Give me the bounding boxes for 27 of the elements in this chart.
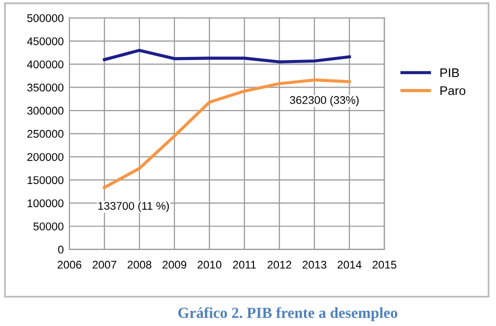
x-tick-label: 2015 bbox=[372, 260, 396, 269]
y-tick-label: 500000 bbox=[27, 14, 64, 22]
y-tick-label: 400000 bbox=[27, 60, 64, 68]
y-tick-label: 150000 bbox=[28, 176, 64, 184]
x-tick-label: 2007 bbox=[92, 260, 116, 269]
legend-label: Paro bbox=[440, 86, 466, 96]
annotation: 133700 (11 %) bbox=[98, 202, 169, 212]
x-tick-label: 2012 bbox=[268, 260, 292, 269]
y-tick-label: 200000 bbox=[27, 153, 64, 161]
x-tick-label: 2011 bbox=[233, 260, 256, 269]
text: Gráfico 2. PIB frente a desempleo bbox=[178, 307, 398, 322]
annotation: 362300 (33%) bbox=[290, 96, 359, 106]
x-tick-label: 2010 bbox=[198, 260, 222, 269]
y-tick-label: 350000 bbox=[27, 84, 64, 92]
legend-label: PIB bbox=[440, 68, 459, 78]
x-tick-label: 2006 bbox=[58, 260, 82, 269]
x-tick-label: 2009 bbox=[162, 260, 186, 269]
y-tick-label: 50000 bbox=[33, 222, 64, 230]
x-tick-label: 2013 bbox=[302, 260, 326, 269]
y-tick-label: 300000 bbox=[27, 106, 64, 115]
y-tick-label: 250000 bbox=[27, 130, 64, 138]
y-tick-label: 450000 bbox=[27, 37, 64, 46]
x-tick-label: 2008 bbox=[128, 260, 152, 269]
line-series bbox=[102, 48, 351, 64]
y-tick-label: 0 bbox=[58, 246, 64, 254]
y-tick-label: 100000 bbox=[28, 199, 64, 208]
x-tick-label: 2014 bbox=[338, 260, 362, 269]
